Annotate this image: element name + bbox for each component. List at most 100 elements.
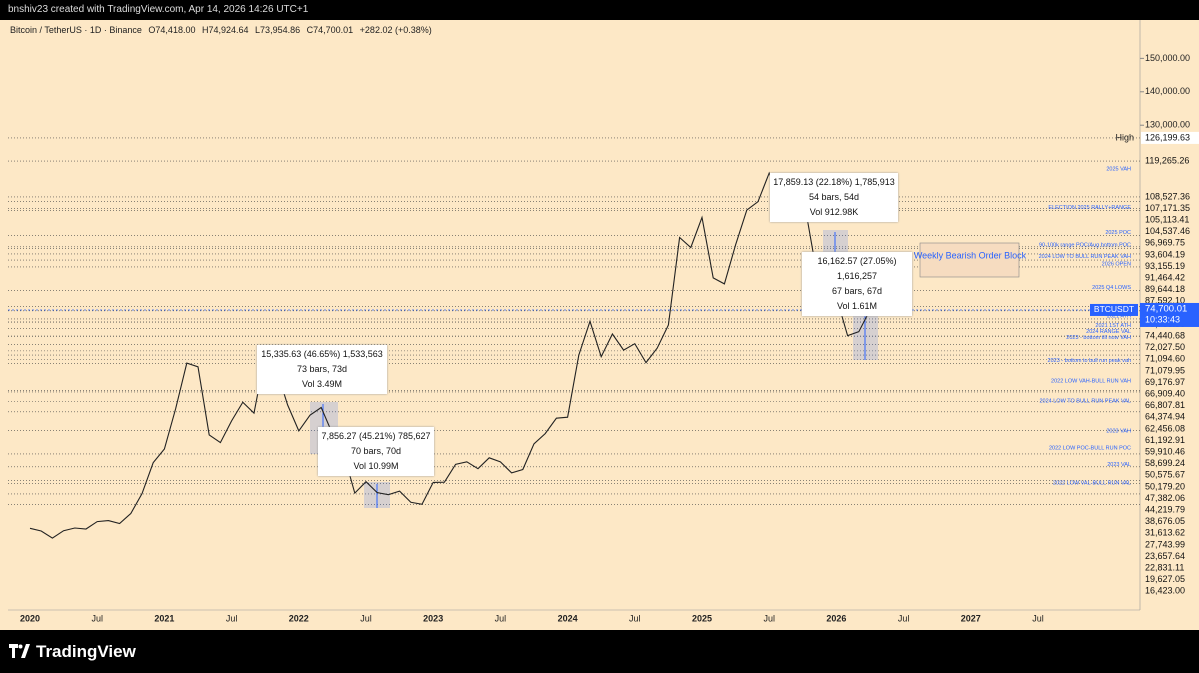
level-label: 105,113.41: [1145, 215, 1189, 225]
level-label: 22,831.11: [1145, 563, 1184, 573]
level-label: 107,171.35: [1145, 203, 1190, 213]
level-label: 44,219.79: [1145, 505, 1185, 515]
level-label: 71,079.95: [1145, 365, 1185, 375]
high: H74,924.64: [202, 25, 249, 35]
y-tick-label: 130,000.00: [1145, 120, 1190, 130]
measure-text: 67 bars, 67d: [831, 286, 883, 296]
level-note: 2025 VAH: [1106, 166, 1131, 172]
level-label: 58,699.24: [1145, 458, 1185, 468]
measure-text: 73 bars, 73d: [296, 364, 348, 374]
measure-text: 7,856.27 (45.21%) 785,627: [321, 431, 431, 441]
level-note: 2025 POC: [1105, 230, 1131, 236]
measure-box: 16,162.57 (27.05%) 1,616,257 67 bars, 67d…: [802, 252, 912, 316]
level-label: 71,094.60: [1145, 354, 1185, 364]
measure-text: Vol 3.49M: [301, 379, 343, 389]
chart: Bitcoin / TetherUS · 1D · Binance O74,41…: [0, 20, 1199, 630]
x-tick-label: 2023: [423, 613, 443, 623]
measure-text: Vol 10.99M: [353, 461, 399, 471]
logo: [9, 644, 30, 658]
x-tick-label: 2022: [289, 613, 309, 623]
header: bnshiv23 created with TradingView.com, A…: [0, 0, 1199, 20]
brand: TradingView: [36, 642, 136, 661]
level-note: 2021 1ST ATH: [1095, 323, 1131, 329]
measure-text: 70 bars, 70d: [350, 446, 402, 456]
change: +282.02 (+0.38%): [360, 25, 432, 35]
background: [0, 20, 1199, 630]
price-tag: 74,700.01: [1145, 303, 1187, 314]
level-note: 2023 VAH: [1106, 429, 1131, 435]
x-tick-label: Jul: [360, 613, 372, 623]
level-label: 93,604.19: [1145, 249, 1185, 259]
measure-text: 15,335.63 (46.65%) 1,533,563: [261, 349, 383, 359]
level-label: 50,575.67: [1145, 470, 1185, 480]
level-label: 108,527.36: [1145, 191, 1190, 201]
order-block: [919, 242, 1020, 278]
level-label: 74,440.68: [1145, 331, 1185, 341]
measure-text: 16,162.57 (27.05%) 1,616,257: [817, 256, 897, 281]
symbol: Bitcoin / TetherUS · 1D · Binance: [10, 25, 142, 35]
level-label: 38,676.05: [1145, 516, 1185, 526]
level-label: 87,592.10: [1145, 296, 1185, 306]
level-label: 62,456.08: [1145, 423, 1185, 433]
level-note: 2023 - bottom to bull run peak vah: [1048, 358, 1131, 364]
level-label: 59,910.46: [1145, 447, 1185, 457]
x-tick-label: 2020: [20, 613, 40, 623]
open: O74,418.00: [148, 25, 195, 35]
level-note: 2022 LOW POC-BULL RUN POC: [1049, 445, 1131, 451]
level-note: 2025 Q4 LOWS: [1092, 285, 1131, 291]
x-tick-label: Jul: [629, 613, 641, 623]
level-label: 126,199.63: [1145, 132, 1190, 142]
y-tick-label: 140,000.00: [1145, 86, 1190, 96]
price-tag-bg: [1140, 302, 1199, 327]
x-tick-label: 2021: [154, 613, 174, 623]
x-tick-label: Jul: [1032, 613, 1044, 623]
level-label: 104,537.46: [1145, 226, 1190, 236]
x-tick-label: Jul: [495, 613, 507, 623]
level-label: 72,027.50: [1145, 342, 1185, 352]
level-label: 69,176.97: [1145, 377, 1185, 387]
level-note: 2022 LOW VAH-BULL RUN VAH: [1051, 378, 1131, 384]
x-tick-label: Jul: [91, 613, 103, 623]
x-tick-label: 2024: [558, 613, 578, 623]
level-note: 2024 LOW TO BULL RUN PEAK VAL: [1039, 399, 1131, 405]
x-tick-label: 2025: [692, 613, 712, 623]
high-bg: [1141, 131, 1199, 144]
level-note: 2024 RANGE VAL: [1086, 329, 1131, 335]
level-note: 2023 VAL: [1107, 462, 1131, 468]
level-note: 90-100k range POC/Aug bottom POC: [1039, 242, 1131, 248]
level-label: 61,192.91: [1145, 435, 1185, 445]
close: C74,700.01: [307, 25, 354, 35]
y-tick-label: 150,000.00: [1145, 53, 1190, 63]
x-tick-label: Jul: [763, 613, 775, 623]
countdown: 10:33:43: [1145, 314, 1180, 324]
x-tick-label: 2027: [961, 613, 981, 623]
measure-box: 15,335.63 (46.65%) 1,533,563 73 bars, 73d…: [257, 345, 387, 394]
symbol-line: Bitcoin / TetherUS · 1D · Binance O74,41…: [10, 25, 432, 35]
level-label: 47,382.06: [1145, 493, 1185, 503]
x-tick-label: 2026: [826, 613, 846, 623]
symbol-tag: BTCUSDT: [1094, 304, 1134, 314]
level-label: 19,627.05: [1145, 574, 1185, 584]
level-label: 93,155.19: [1145, 261, 1185, 271]
price-line: [29, 171, 871, 539]
high-label: High: [1115, 132, 1134, 142]
level-label: 66,909.40: [1145, 389, 1185, 399]
x-tick-label: Jul: [898, 613, 910, 623]
measure-text: 17,859.13 (22.18%) 1,785,913: [773, 177, 895, 187]
order-block-label: Weekly Bearish Order Block: [914, 250, 1027, 260]
level-label: 16,423.00: [1145, 586, 1185, 596]
low: L73,954.86: [255, 25, 300, 35]
level-label: 64,374.94: [1145, 412, 1185, 422]
measure-text: Vol 1.61M: [836, 301, 878, 311]
measure-box: 17,859.13 (22.18%) 1,785,913 54 bars, 54d…: [770, 173, 898, 222]
level-label: 66,807.81: [1145, 400, 1185, 410]
level-label: 96,969.75: [1145, 238, 1185, 248]
symbol-tag-bg: [1090, 303, 1138, 316]
level-note: 2023 - bottom till now VAH: [1066, 335, 1131, 341]
level-label: 27,743.99: [1145, 539, 1185, 549]
footer: TradingView: [0, 630, 1199, 673]
level-note: ELECTION 2025 RALLY+RANGE: [1048, 205, 1131, 211]
x-tick-label: Jul: [226, 613, 238, 623]
level-note: 2024 LOW TO BULL RUN PEAK VAH: [1039, 254, 1131, 260]
